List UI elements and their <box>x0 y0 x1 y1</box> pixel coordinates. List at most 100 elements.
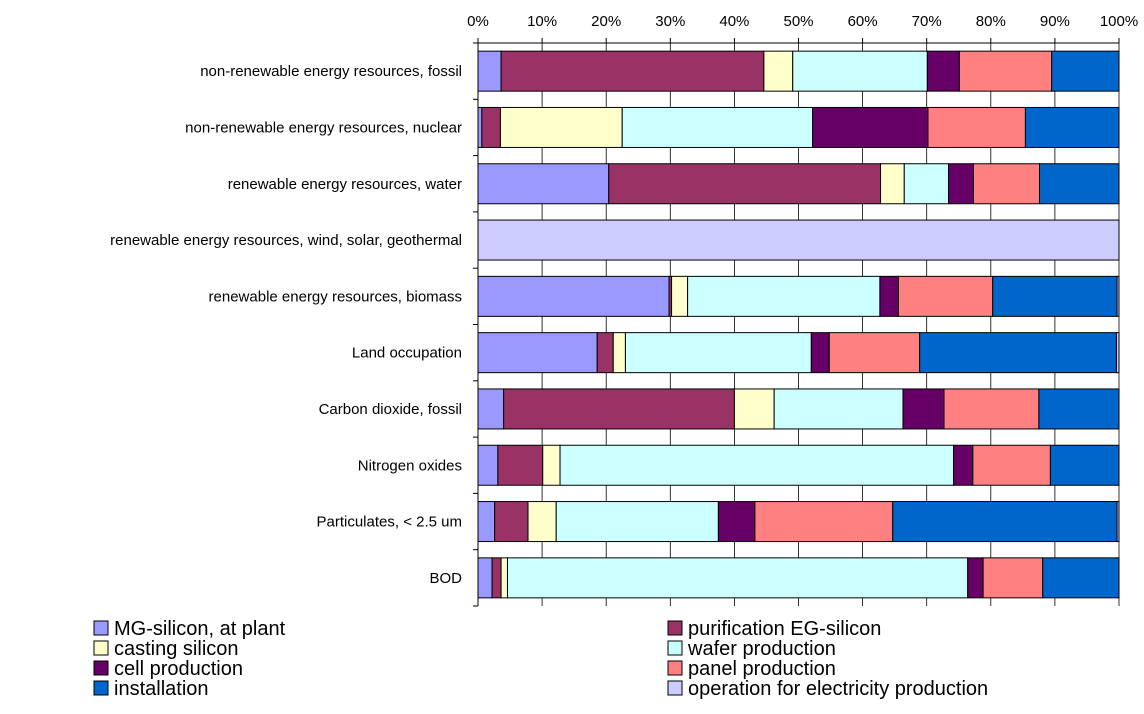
y-tick-label: Carbon dioxide, fossil <box>319 401 462 418</box>
legend-swatch <box>667 620 683 636</box>
y-tick-label: Particulates, < 2.5 um <box>317 514 463 531</box>
bar-segment <box>810 332 830 374</box>
legend-swatch <box>93 640 109 656</box>
bar-segment <box>506 557 969 599</box>
legend-label: panel production <box>688 658 836 680</box>
bar-segment <box>608 163 882 205</box>
bar-segment <box>596 332 614 374</box>
bar-segment <box>1039 163 1120 205</box>
legend-label: purification EG-silicon <box>688 618 881 640</box>
bar-segment <box>491 557 502 599</box>
bar-segment <box>879 275 899 317</box>
bar-segment <box>967 557 984 599</box>
bar-segment <box>982 557 1044 599</box>
bar-segment <box>943 388 1040 430</box>
bar-segment <box>477 444 499 486</box>
bar-segment <box>477 557 493 599</box>
legend-label: MG-silicon, at plant <box>114 618 286 640</box>
x-tick-label: 90% <box>1040 13 1070 30</box>
legend-label: installation <box>114 678 209 700</box>
legend-swatch <box>93 660 109 676</box>
bar-segment <box>927 106 1026 148</box>
bar-segment <box>481 106 501 148</box>
x-tick-label: 10% <box>527 13 557 30</box>
bar-segment <box>477 219 1120 261</box>
legend-label: operation for electricity production <box>688 678 988 700</box>
bar-segment <box>926 50 960 92</box>
bar-segment <box>1024 106 1120 148</box>
legend-swatch <box>667 640 683 656</box>
bar-segment <box>972 444 1051 486</box>
bar-segment <box>902 388 945 430</box>
x-tick-label: 70% <box>912 13 942 30</box>
y-tick-label: Nitrogen oxides <box>358 457 462 474</box>
bar-segment <box>812 106 929 148</box>
x-tick-label: 20% <box>591 13 621 30</box>
legend-swatch <box>667 660 683 676</box>
bar-segment <box>1038 388 1120 430</box>
y-tick-label: BOD <box>429 570 462 587</box>
legend-swatch <box>93 620 109 636</box>
bar-segment <box>621 106 814 148</box>
x-tick-label: 40% <box>719 13 749 30</box>
bar-segment <box>559 444 955 486</box>
bar-segment <box>992 275 1118 317</box>
bar-segment <box>773 388 904 430</box>
legend-swatch <box>93 680 109 696</box>
bar-segment <box>897 275 994 317</box>
bar-segment <box>500 50 765 92</box>
bar-segment <box>792 50 928 92</box>
bar-segment <box>958 50 1053 92</box>
x-tick-label: 0% <box>467 13 489 30</box>
bar-segment <box>497 444 544 486</box>
y-tick-label: non-renewable energy resources, nuclear <box>185 119 462 136</box>
y-tick-label: renewable energy resources, water <box>228 176 462 193</box>
legend-swatch <box>667 680 683 696</box>
bar-segment <box>754 501 894 543</box>
bar-segment <box>477 106 483 148</box>
x-tick-label: 60% <box>848 13 878 30</box>
bar-segment <box>1049 444 1120 486</box>
bar-segment <box>477 332 598 374</box>
y-tick-label: non-renewable energy resources, fossil <box>200 63 462 80</box>
bar-segment <box>477 50 502 92</box>
bar-segment <box>733 388 775 430</box>
bar-segment <box>527 501 557 543</box>
bar-segment <box>477 163 610 205</box>
bar-segment <box>892 501 1118 543</box>
x-tick-label: 30% <box>655 13 685 30</box>
bar-segment <box>717 501 756 543</box>
bar-segment <box>499 106 623 148</box>
bar-segment <box>477 388 505 430</box>
bar-segment <box>880 163 905 205</box>
x-tick-label: 100% <box>1100 13 1138 30</box>
legend-label: cell production <box>114 658 243 680</box>
bar-segment <box>1115 332 1120 374</box>
y-tick-label: Land occupation <box>352 345 462 362</box>
bar-segment <box>1116 275 1120 317</box>
bar-segment <box>477 501 496 543</box>
bar-segment <box>624 332 812 374</box>
legend-label: wafer production <box>687 638 836 660</box>
bar-segment <box>1042 557 1120 599</box>
x-tick-label: 80% <box>976 13 1006 30</box>
bar-segment <box>903 163 949 205</box>
bar-segment <box>953 444 974 486</box>
x-tick-label: 50% <box>783 13 813 30</box>
bar-segment <box>612 332 626 374</box>
bar-segment <box>947 163 974 205</box>
bar-segment <box>477 275 670 317</box>
y-tick-label: renewable energy resources, biomass <box>209 288 462 305</box>
legend-label: casting silicon <box>114 638 239 660</box>
bar-segment <box>1116 501 1120 543</box>
bar-segment <box>542 444 561 486</box>
bar-segment <box>500 557 508 599</box>
bar-segment <box>687 275 881 317</box>
bar-segment <box>919 332 1117 374</box>
bar-segment <box>494 501 529 543</box>
bar-segment <box>503 388 735 430</box>
y-tick-label: renewable energy resources, wind, solar,… <box>110 232 462 249</box>
bar-segment <box>1051 50 1120 92</box>
